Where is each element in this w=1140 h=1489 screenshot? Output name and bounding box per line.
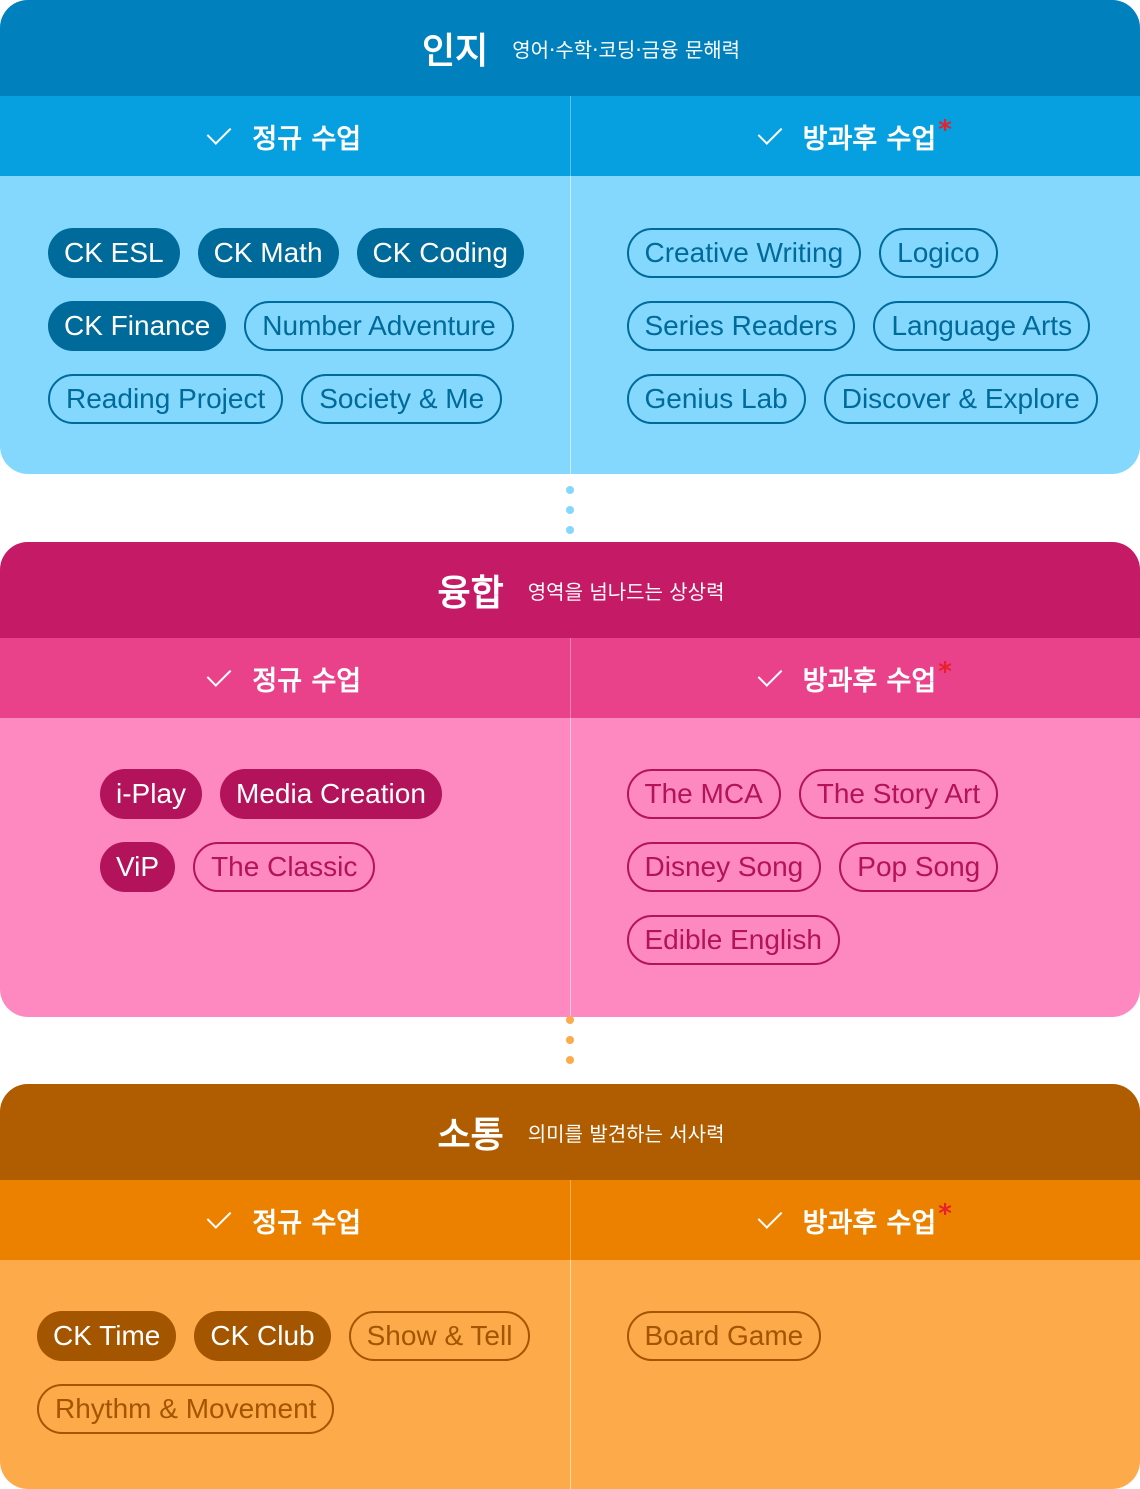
after-school-list: The MCA The Story Art Disney Song Pop So…	[571, 718, 1140, 1017]
course-tag[interactable]: Language Arts	[873, 301, 1091, 351]
course-tag[interactable]: Edible English	[626, 915, 840, 965]
course-tag[interactable]: Discover & Explore	[823, 374, 1098, 424]
course-tag[interactable]: CK Coding	[356, 228, 524, 278]
check-icon	[206, 661, 232, 687]
check-icon	[757, 119, 783, 145]
regular-class-header: 정규 수업	[0, 638, 571, 718]
course-tag[interactable]: Rhythm & Movement	[37, 1384, 335, 1434]
category-row: 정규 수업 방과후 수업 *	[0, 1180, 1140, 1260]
section-communication: 소통 의미를 발견하는 서사력 정규 수업 방과후 수업 * CK Time C…	[0, 1084, 1140, 1489]
section-fusion: 융합 영역을 넘나드는 상상력 정규 수업 방과후 수업 * i-Play Me…	[0, 542, 1140, 1017]
course-tag[interactable]: Creative Writing	[626, 228, 862, 278]
course-tag[interactable]: Board Game	[626, 1311, 822, 1361]
course-tag[interactable]: i-Play	[100, 769, 203, 819]
asterisk-mark: *	[938, 657, 952, 687]
course-tag[interactable]: Reading Project	[48, 374, 284, 424]
after-school-header: 방과후 수업 *	[571, 96, 1140, 176]
course-tag[interactable]: The Classic	[193, 842, 376, 892]
course-tag[interactable]: CK Math	[197, 228, 339, 278]
regular-class-label: 정규 수업	[252, 665, 362, 697]
regular-class-label: 정규 수업	[252, 1207, 362, 1239]
course-tag[interactable]: Media Creation	[220, 769, 442, 819]
regular-class-label: 정규 수업	[252, 123, 362, 155]
regular-class-list: i-Play Media Creation ViP The Classic	[0, 718, 571, 1017]
check-icon	[206, 119, 232, 145]
after-school-label: 방과후 수업	[802, 123, 937, 155]
connector-dots	[566, 1016, 574, 1076]
section-header: 소통 의미를 발견하는 서사력	[0, 1084, 1140, 1180]
section-title: 인지	[421, 31, 489, 72]
section-header: 융합 영역을 넘나드는 상상력	[0, 542, 1140, 638]
course-tag[interactable]: Disney Song	[626, 842, 822, 892]
course-tag[interactable]: Number Adventure	[244, 301, 514, 351]
connector-dots	[566, 486, 574, 546]
after-school-list: Creative Writing Logico Series Readers L…	[571, 176, 1140, 474]
section-header: 인지 영어·수학·코딩·금융 문해력	[0, 0, 1140, 96]
category-row: 정규 수업 방과후 수업 *	[0, 638, 1140, 718]
regular-class-header: 정규 수업	[0, 96, 571, 176]
course-tag[interactable]: Logico	[879, 228, 998, 278]
course-tag[interactable]: The MCA	[626, 769, 781, 819]
after-school-header: 방과후 수업 *	[571, 638, 1140, 718]
after-school-header: 방과후 수업 *	[571, 1180, 1140, 1260]
section-subtitle: 의미를 발견하는 서사력	[527, 1121, 725, 1146]
course-tag[interactable]: Series Readers	[626, 301, 856, 351]
asterisk-mark: *	[938, 115, 952, 145]
check-icon	[757, 1203, 783, 1229]
regular-class-list: CK Time CK Club Show & Tell Rhythm & Mov…	[0, 1260, 571, 1489]
regular-class-header: 정규 수업	[0, 1180, 571, 1260]
course-tag[interactable]: Show & Tell	[348, 1311, 531, 1361]
section-subtitle: 영어·수학·코딩·금융 문해력	[512, 37, 741, 62]
section-title: 융합	[437, 573, 504, 614]
category-row: 정규 수업 방과후 수업 *	[0, 96, 1140, 176]
section-title: 소통	[437, 1115, 504, 1156]
after-school-label: 방과후 수업	[802, 1207, 937, 1239]
course-tag[interactable]: Pop Song	[839, 842, 999, 892]
check-icon	[757, 661, 783, 687]
course-tag[interactable]: CK Club	[194, 1311, 331, 1361]
regular-class-list: CK ESL CK Math CK Coding CK Finance Numb…	[0, 176, 571, 474]
course-tag[interactable]: CK Finance	[48, 301, 227, 351]
section-cognition: 인지 영어·수학·코딩·금융 문해력 정규 수업 방과후 수업 * CK ESL…	[0, 0, 1140, 474]
asterisk-mark: *	[938, 1199, 952, 1229]
course-tag[interactable]: The Story Art	[798, 769, 999, 819]
section-subtitle: 영역을 넘나드는 상상력	[527, 579, 725, 604]
after-school-label: 방과후 수업	[802, 665, 937, 697]
course-tag[interactable]: ViP	[100, 842, 176, 892]
check-icon	[206, 1203, 232, 1229]
after-school-list: Board Game	[571, 1260, 1140, 1489]
course-tag[interactable]: CK Time	[37, 1311, 177, 1361]
course-tag[interactable]: CK ESL	[48, 228, 180, 278]
course-tag[interactable]: Genius Lab	[626, 374, 806, 424]
course-tag[interactable]: Society & Me	[301, 374, 503, 424]
